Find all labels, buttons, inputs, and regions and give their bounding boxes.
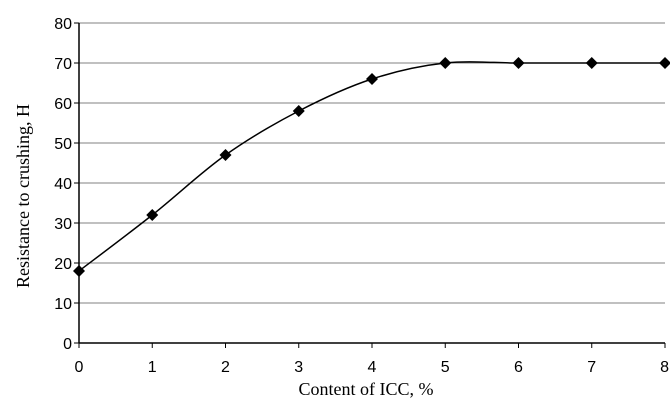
y-tick-label: 30 — [54, 216, 72, 233]
x-tick-label: 8 — [660, 359, 669, 376]
x-tick-label: 0 — [75, 359, 84, 376]
data-point — [439, 57, 452, 69]
grid-lines — [74, 22, 666, 348]
y-tick-label: 50 — [54, 136, 72, 153]
x-tick-label: 5 — [441, 359, 450, 376]
y-tick-label: 60 — [54, 96, 72, 113]
data-point — [219, 149, 232, 161]
x-tick-labels: 0 1 2 3 4 5 6 7 8 — [75, 359, 670, 376]
x-tick-label: 1 — [148, 359, 157, 376]
data-markers — [73, 57, 670, 277]
x-tick-label: 2 — [221, 359, 230, 376]
data-point — [146, 209, 159, 221]
data-point — [292, 105, 305, 117]
data-point — [366, 73, 378, 85]
x-tick-label: 3 — [294, 359, 303, 376]
x-tick-label: 7 — [587, 359, 596, 376]
y-tick-label: 80 — [54, 16, 72, 33]
x-tick-label: 4 — [368, 359, 377, 376]
data-point — [73, 265, 85, 277]
y-tick-label: 0 — [63, 336, 72, 353]
y-tick-labels: 0 10 20 30 40 50 60 70 80 — [54, 16, 72, 353]
data-point — [512, 57, 525, 69]
y-tick-label: 70 — [54, 56, 72, 73]
data-point — [585, 57, 598, 69]
y-tick-label: 40 — [54, 176, 72, 193]
y-axis-title: Resistance to crushing, H — [13, 104, 33, 288]
y-tick-label: 20 — [54, 256, 72, 273]
data-point — [659, 57, 670, 69]
x-axis-title: Content of ICC, % — [299, 379, 434, 399]
y-tick-label: 10 — [54, 296, 72, 313]
x-tick-label: 6 — [514, 359, 523, 376]
